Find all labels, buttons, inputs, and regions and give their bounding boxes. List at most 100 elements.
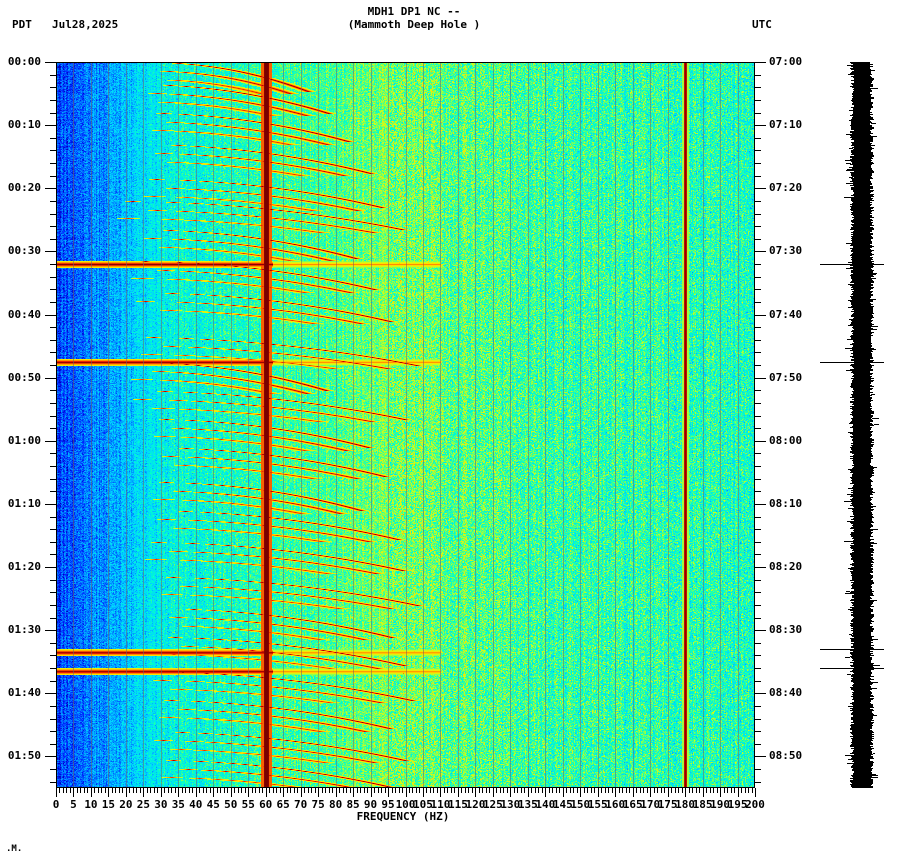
frequency-tick xyxy=(217,788,218,793)
time-tick-left xyxy=(45,693,56,694)
frequency-tick xyxy=(472,788,473,793)
frequency-tick xyxy=(315,788,316,793)
frequency-tick xyxy=(287,788,288,793)
frequency-tick xyxy=(308,788,309,793)
frequency-tick xyxy=(503,788,504,793)
frequency-label: 30 xyxy=(154,798,168,811)
frequency-tick xyxy=(545,788,546,797)
frequency-tick xyxy=(168,788,169,793)
time-tick-left xyxy=(50,769,56,770)
frequency-tick xyxy=(105,788,106,793)
time-label-local: 00:30 xyxy=(7,244,41,258)
time-tick-left xyxy=(50,719,56,720)
time-tick-right xyxy=(755,138,761,139)
time-tick-right xyxy=(755,668,761,669)
time-tick-right xyxy=(755,150,761,151)
frequency-tick xyxy=(318,788,319,797)
time-tick-left xyxy=(50,340,56,341)
time-tick-right xyxy=(755,693,766,694)
frequency-tick xyxy=(720,788,721,797)
frequency-tick xyxy=(412,788,413,793)
time-tick-right xyxy=(755,239,761,240)
frequency-tick xyxy=(353,788,354,797)
frequency-tick xyxy=(447,788,448,793)
time-tick-left xyxy=(50,302,56,303)
frequency-tick xyxy=(399,788,400,793)
frequency-tick xyxy=(727,788,728,793)
frequency-tick xyxy=(332,788,333,793)
time-tick-left xyxy=(50,744,56,745)
time-tick-left xyxy=(45,378,56,379)
frequency-tick xyxy=(671,788,672,793)
time-label-utc: 07:00 xyxy=(769,55,803,68)
frequency-tick xyxy=(416,788,417,793)
time-tick-left xyxy=(50,352,56,353)
frequency-tick xyxy=(371,788,372,797)
time-tick-left xyxy=(45,756,56,757)
frequency-tick xyxy=(675,788,676,793)
time-tick-left xyxy=(50,453,56,454)
time-tick-right xyxy=(755,706,761,707)
time-tick-left xyxy=(50,643,56,644)
time-tick-right xyxy=(755,226,761,227)
time-tick-right xyxy=(755,113,761,114)
frequency-tick xyxy=(255,788,256,793)
time-label-local: 00:10 xyxy=(7,118,41,132)
frequency-tick xyxy=(203,788,204,793)
frequency-tick xyxy=(601,788,602,793)
frequency-tick xyxy=(468,788,469,793)
frequency-tick xyxy=(98,788,99,793)
page-title-text: MDH1 DP1 NC -- xyxy=(367,5,461,18)
frequency-tick xyxy=(133,788,134,793)
frequency-tick xyxy=(626,788,627,793)
frequency-tick xyxy=(262,788,263,793)
frequency-tick xyxy=(329,788,330,793)
frequency-tick xyxy=(752,788,753,793)
frequency-tick xyxy=(426,788,427,793)
frequency-label: 80 xyxy=(328,798,343,811)
time-tick-right xyxy=(755,289,761,290)
frequency-label: 85 xyxy=(346,798,360,811)
time-tick-right xyxy=(755,441,766,442)
frequency-tick xyxy=(591,788,592,793)
frequency-tick xyxy=(336,788,337,797)
frequency-tick xyxy=(514,788,515,793)
frequency-tick xyxy=(301,788,302,797)
frequency-tick xyxy=(199,788,200,793)
frequency-tick xyxy=(185,788,186,793)
frequency-tick xyxy=(419,788,420,793)
time-label-utc: 08:50 xyxy=(769,749,803,763)
time-label-utc: 08:40 xyxy=(769,686,803,700)
frequency-tick xyxy=(430,788,431,793)
frequency-tick xyxy=(451,788,452,793)
frequency-tick xyxy=(395,788,396,793)
time-tick-right xyxy=(755,769,761,770)
frequency-tick xyxy=(73,788,74,797)
time-label-utc: 08:00 xyxy=(769,433,803,447)
frequency-tick xyxy=(101,788,102,793)
time-tick-right xyxy=(755,719,761,720)
frequency-tick xyxy=(654,788,655,793)
frequency-tick xyxy=(738,788,739,797)
frequency-tick xyxy=(629,788,630,793)
frequency-label: 50 xyxy=(224,798,238,811)
frequency-tick xyxy=(633,788,634,797)
time-label-utc: 08:20 xyxy=(769,560,803,574)
frequency-label: 5 xyxy=(70,798,77,811)
time-tick-right xyxy=(755,491,761,492)
time-tick-right xyxy=(755,466,761,467)
frequency-tick xyxy=(87,788,88,793)
time-tick-right xyxy=(755,416,761,417)
frequency-tick xyxy=(524,788,525,793)
frequency-tick xyxy=(164,788,165,793)
time-tick-right xyxy=(755,188,766,189)
frequency-tick xyxy=(710,788,711,793)
frequency-tick xyxy=(171,788,172,793)
frequency-tick xyxy=(507,788,508,793)
frequency-label: 185 xyxy=(692,798,713,811)
time-tick-right xyxy=(755,618,761,619)
frequency-label: 35 xyxy=(171,798,185,811)
frequency-tick xyxy=(392,788,393,793)
frequency-label: 125 xyxy=(482,798,503,811)
time-tick-right xyxy=(755,479,761,480)
